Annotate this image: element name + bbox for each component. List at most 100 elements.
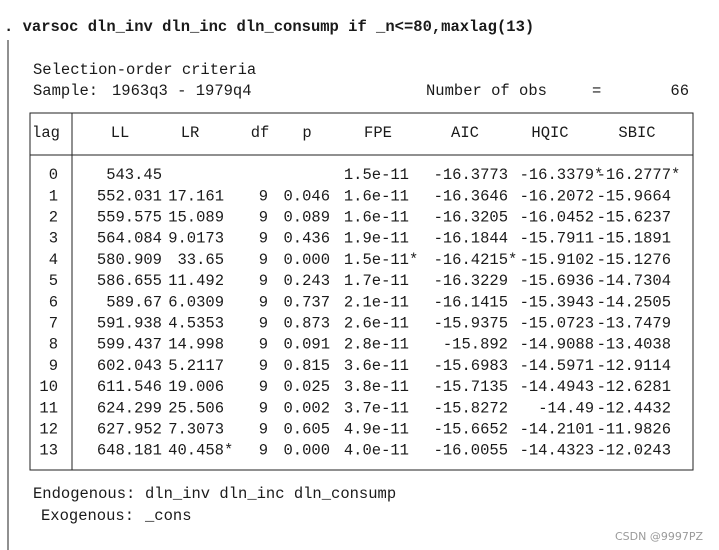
title: Selection-order criteria	[33, 61, 256, 79]
obs-label: Number of obs	[426, 82, 547, 100]
cell: -16.3379*	[520, 166, 604, 184]
cell: 1.6e-11	[344, 187, 409, 205]
cell: -16.3229	[434, 272, 508, 290]
cell: -16.3773	[434, 166, 508, 184]
cell: 543.45	[106, 166, 162, 184]
cell: 9	[259, 442, 268, 460]
cell: -15.6237	[597, 208, 671, 226]
cell: 627.952	[97, 420, 162, 438]
cell: 0.605	[283, 420, 330, 438]
cell: 0.046	[283, 187, 330, 205]
cell: 559.575	[97, 208, 162, 226]
endogenous-label: Endogenous:	[33, 485, 135, 503]
cell: 13	[39, 442, 58, 460]
cell: 0.000	[283, 442, 330, 460]
cell: 4.0e-11	[344, 442, 409, 460]
cell: 33.65	[177, 251, 224, 269]
cell: 2.1e-11	[344, 293, 409, 311]
cell: -14.2505	[597, 293, 671, 311]
column-header: AIC	[451, 124, 479, 142]
cell: -12.0243	[597, 442, 671, 460]
cell: 14.998	[168, 336, 224, 354]
cell: 9	[259, 251, 268, 269]
cell: -15.9664	[597, 187, 671, 205]
column-header: df	[251, 124, 270, 142]
cell: 4.5353	[168, 314, 224, 332]
command: . varsoc dln_inv dln_inc dln_consump if …	[4, 18, 534, 36]
cell: 7	[49, 314, 58, 332]
cell: 0.873	[283, 314, 330, 332]
cell: 9	[259, 187, 268, 205]
cell: 11.492	[168, 272, 224, 290]
watermark: CSDN @9997PZ	[615, 530, 703, 543]
cell: 12	[39, 420, 58, 438]
sample: 1963q3 - 1979q4	[112, 82, 252, 100]
cell: 0.025	[283, 378, 330, 396]
cell: 0	[49, 166, 58, 184]
cell: -12.4432	[597, 399, 671, 417]
cell: 17.161	[168, 187, 224, 205]
exogenous-label: Exogenous:	[41, 507, 134, 525]
cell: 19.006	[168, 378, 224, 396]
cell: 8	[49, 336, 58, 354]
cell: -15.1276	[597, 251, 671, 269]
column-header: LL	[111, 124, 130, 142]
cell: -16.4215*	[434, 251, 518, 269]
cell: 9	[259, 208, 268, 226]
cell: -15.8272	[434, 399, 508, 417]
cell: 3.6e-11	[344, 357, 409, 375]
endogenous: dln_inv dln_inc dln_consump	[145, 485, 396, 503]
obs: 66	[670, 82, 689, 100]
cell: -14.5971	[520, 357, 594, 375]
cell: 9.0173	[168, 230, 224, 248]
cell: 9	[259, 314, 268, 332]
cell: 9	[259, 272, 268, 290]
cell: 11	[39, 399, 58, 417]
cell: 3.7e-11	[344, 399, 409, 417]
sample-label: Sample:	[33, 82, 98, 100]
cell: -15.7135	[434, 378, 508, 396]
cell: 624.299	[97, 399, 162, 417]
cell: 611.546	[97, 378, 162, 396]
cell: 10	[39, 378, 58, 396]
cell: 1	[49, 187, 58, 205]
table-box	[29, 112, 694, 471]
cell: -15.6936	[520, 272, 594, 290]
cell: 5.2117	[168, 357, 224, 375]
cell: -14.7304	[597, 272, 671, 290]
cell: 586.655	[97, 272, 162, 290]
cell: -11.9826	[597, 420, 671, 438]
cell: 0.436	[283, 230, 330, 248]
cell: 564.084	[97, 230, 162, 248]
cell: -16.3205	[434, 208, 508, 226]
cell: 0.815	[283, 357, 330, 375]
cell: 9	[259, 336, 268, 354]
cell: -15.6983	[434, 357, 508, 375]
cell: 40.458*	[168, 442, 233, 460]
cell: -15.7911	[520, 230, 594, 248]
cell: -15.6652	[434, 420, 508, 438]
cell: 5	[49, 272, 58, 290]
cell: 9	[49, 357, 58, 375]
cell: -14.2101	[520, 420, 594, 438]
cell: 3	[49, 230, 58, 248]
cell: 6.0309	[168, 293, 224, 311]
cell: 0.002	[283, 399, 330, 417]
cell: 9	[259, 378, 268, 396]
cell: 15.089	[168, 208, 224, 226]
cell: 4	[49, 251, 58, 269]
column-header: lag	[32, 124, 60, 142]
cell: -14.9088	[520, 336, 594, 354]
cell: 2.6e-11	[344, 314, 409, 332]
obs-eq: =	[592, 82, 601, 100]
column-header: SBIC	[618, 124, 655, 142]
cell: -14.4943	[520, 378, 594, 396]
cell: 599.437	[97, 336, 162, 354]
column-header: p	[302, 124, 311, 142]
cell: 0.000	[283, 251, 330, 269]
cell: 1.5e-11	[344, 166, 409, 184]
cell: 1.6e-11	[344, 208, 409, 226]
cell: 9	[259, 399, 268, 417]
cell: -15.0723	[520, 314, 594, 332]
cell: -13.4038	[597, 336, 671, 354]
